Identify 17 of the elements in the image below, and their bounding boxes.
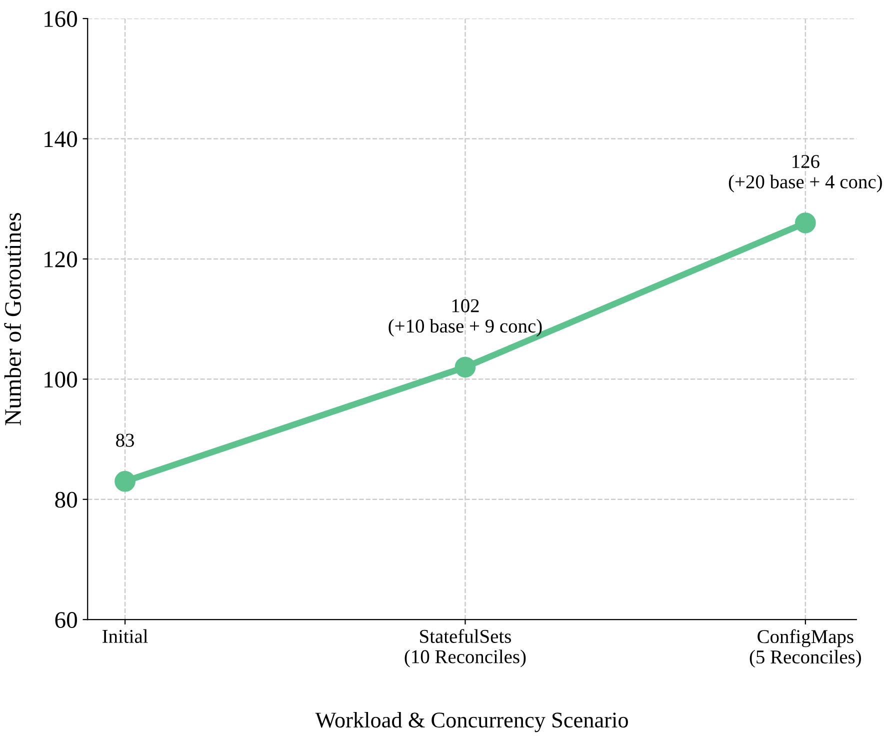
point	[795, 212, 816, 234]
y-tick-label: 120	[44, 251, 77, 268]
x-tick-label: Initial	[102, 629, 148, 643]
annotation: 83	[116, 434, 134, 447]
x-tick-label: StatefulSets (10 Reconciles)	[404, 629, 526, 668]
y-tick-label: 140	[44, 131, 77, 148]
y-axis-title: Number of Goroutines	[4, 213, 22, 426]
annotation: 102 (+10 base + 9 conc)	[388, 299, 542, 337]
y-tick-label: 160	[44, 11, 77, 27]
annotation: 126 (+20 base + 4 conc)	[728, 154, 882, 192]
y-tick-label: 100	[44, 372, 77, 388]
x-tick-label: ConfigMaps (5 Reconciles)	[750, 629, 861, 668]
y-tick-label: 60	[55, 612, 77, 628]
x-axis-title: Workload & Concurrency Scenario	[315, 712, 628, 732]
point	[114, 470, 136, 492]
point	[454, 356, 476, 378]
y-tick-label: 80	[55, 492, 77, 508]
